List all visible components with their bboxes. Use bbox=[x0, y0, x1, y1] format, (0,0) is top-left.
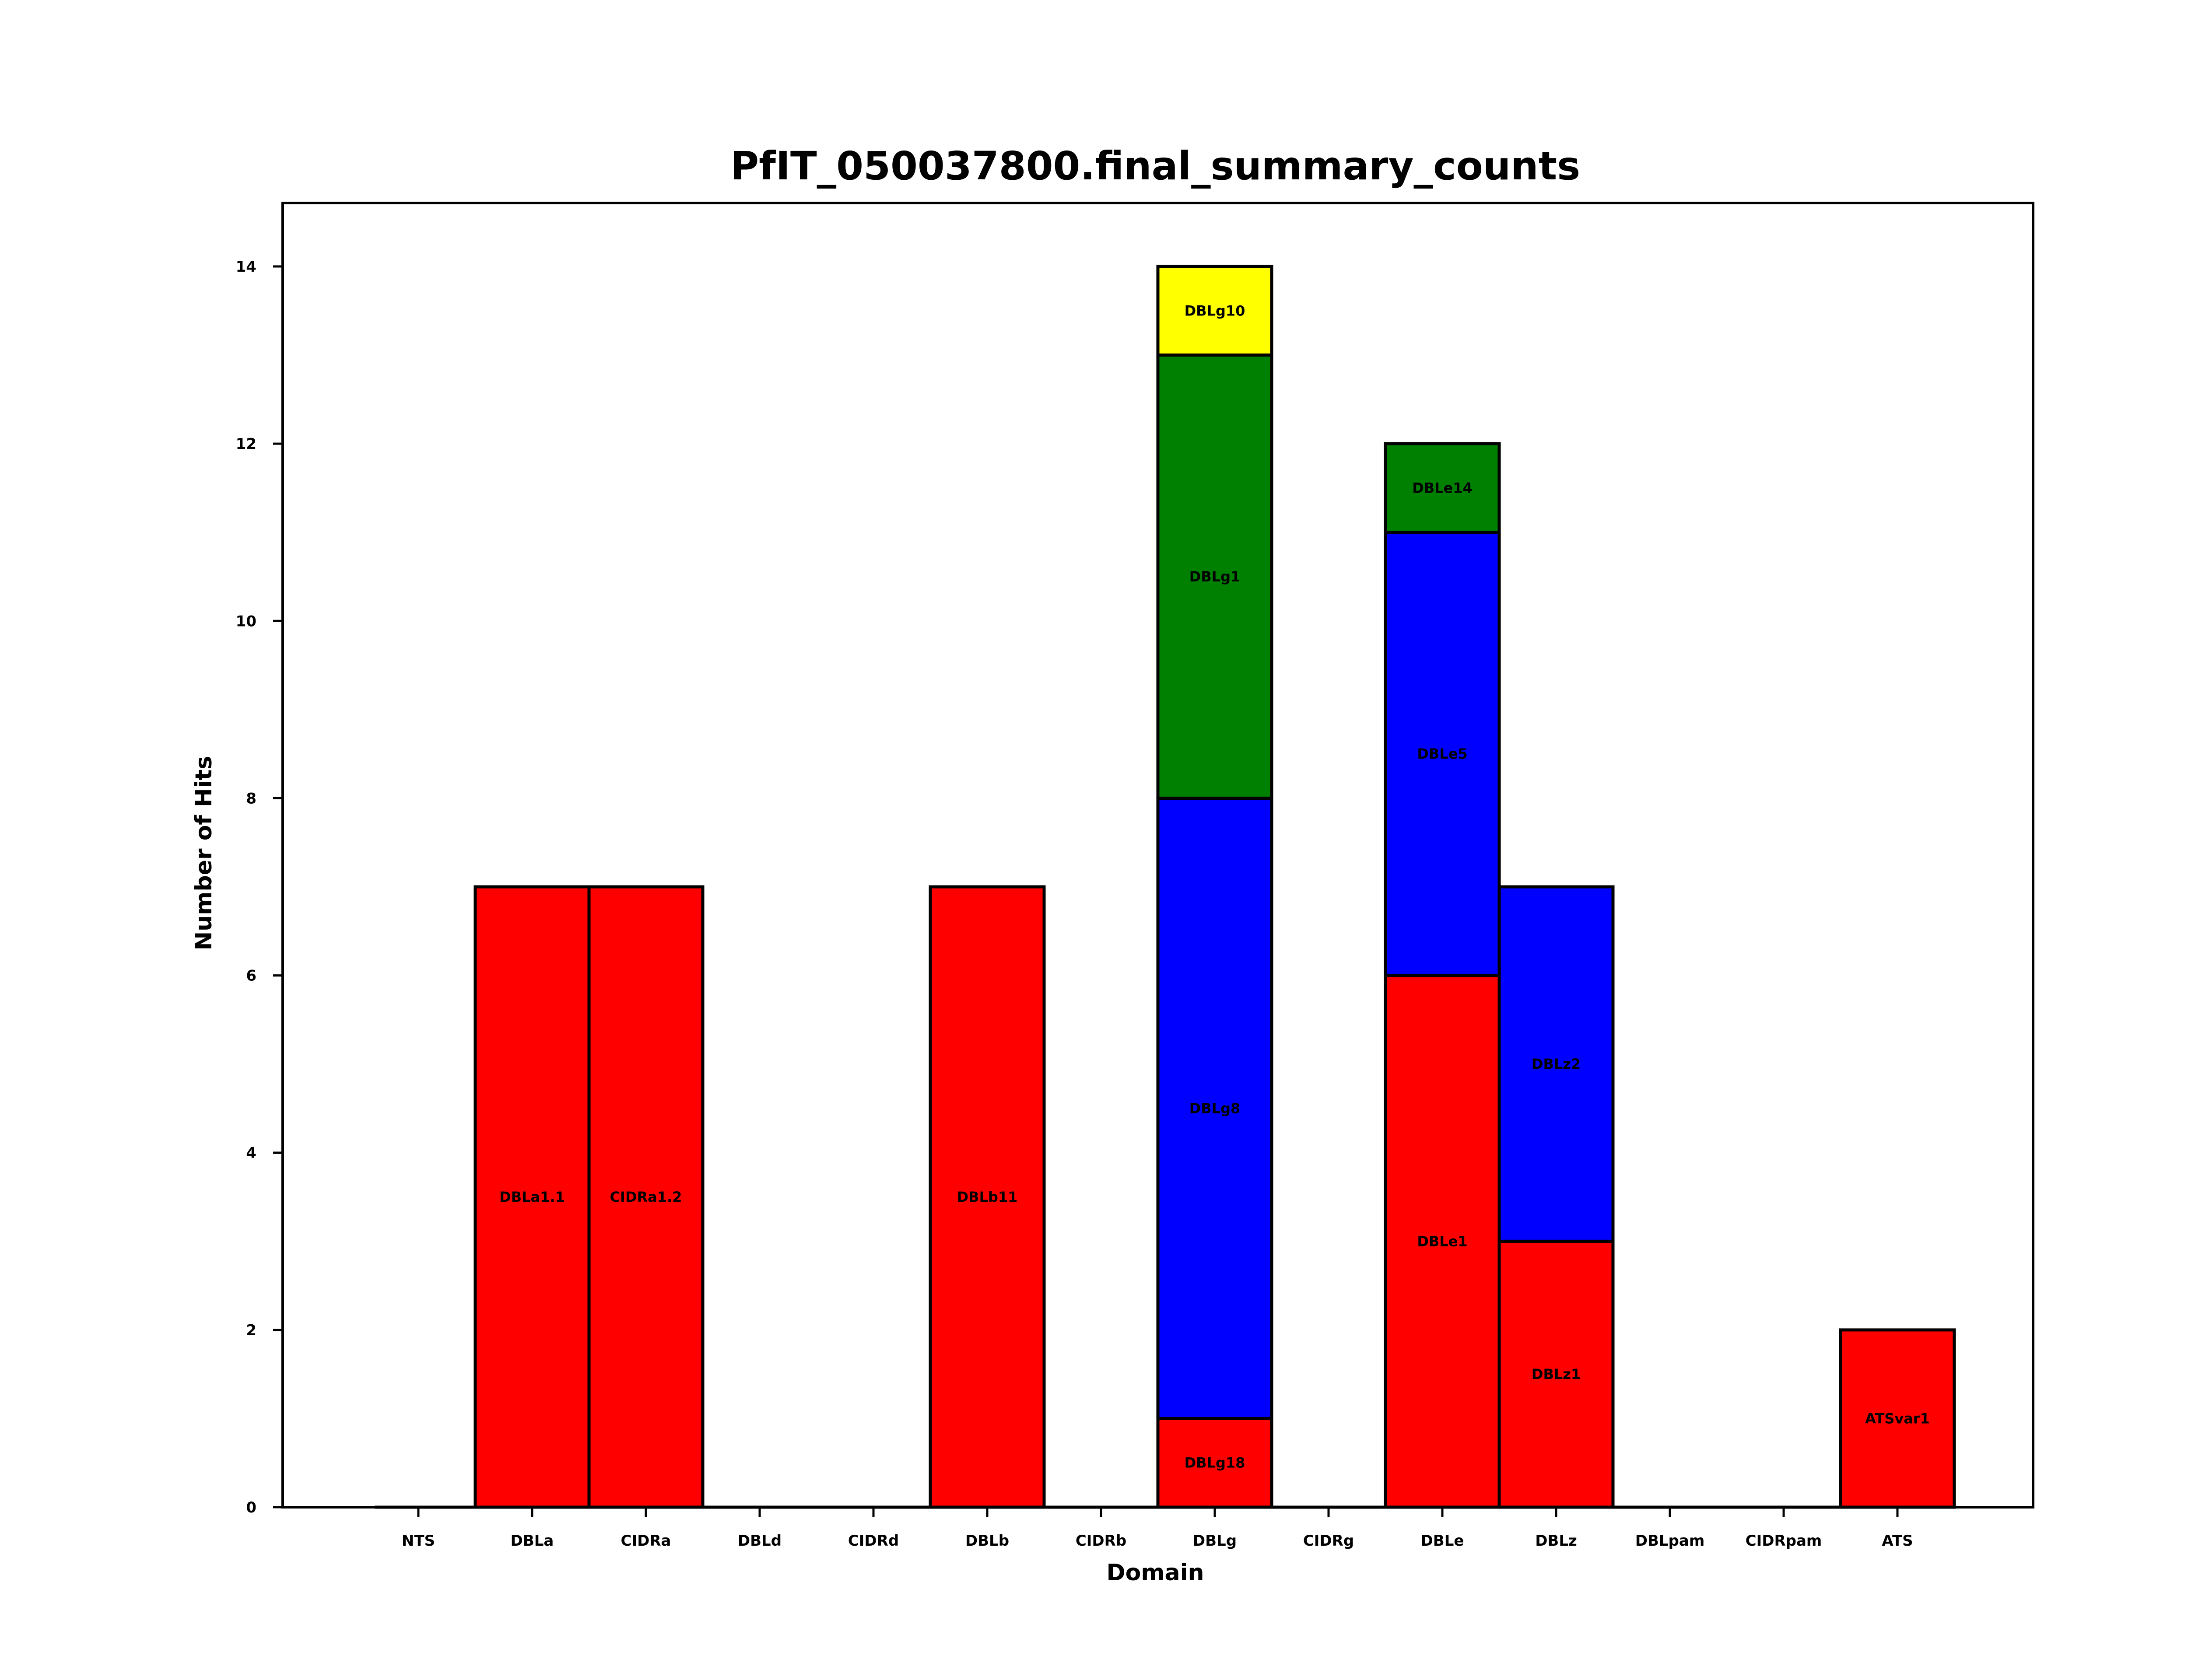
x-tick-label-dblz: DBLz bbox=[1535, 1532, 1577, 1550]
bar-label-dblz2: DBLz2 bbox=[1532, 1056, 1581, 1072]
bar-segment-dblg18 bbox=[1156, 1417, 1273, 1509]
bar-label-dblg10: DBLg10 bbox=[1185, 302, 1245, 319]
bar-segment-dblz2 bbox=[1497, 885, 1615, 1243]
y-axis-label: Number of Hits bbox=[191, 756, 217, 951]
x-tick-label-dblg: DBLg bbox=[1193, 1532, 1237, 1550]
bar-segment-dble1 bbox=[1384, 974, 1501, 1509]
bar-segment-dblg10 bbox=[1156, 265, 1273, 357]
y-tick-label-2: 2 bbox=[246, 1322, 256, 1339]
bar-label-dble14: DBLe14 bbox=[1412, 480, 1473, 496]
y-tick-label-0: 0 bbox=[246, 1499, 256, 1516]
bar-label-dblg18: DBLg18 bbox=[1185, 1455, 1245, 1471]
x-tick-label-dbla: DBLa bbox=[511, 1532, 554, 1550]
bar-label-atsvar1: ATSvar1 bbox=[1865, 1410, 1930, 1427]
y-tick-label-10: 10 bbox=[236, 612, 256, 630]
bar-label-dblb11: DBLb11 bbox=[957, 1189, 1018, 1205]
bar-segment-dble5 bbox=[1384, 531, 1501, 977]
y-axis: 0 2 4 6 8 10 12 14 bbox=[236, 258, 283, 1516]
bar-segment-dblz1 bbox=[1497, 1239, 1615, 1509]
bar-segment-dblg1 bbox=[1156, 354, 1273, 800]
x-axis: NTS DBLa CIDRa DBLd CIDRd DBLb CIDRb DBLg CIDRg D… bbox=[402, 1507, 1913, 1550]
bar-segment-dblb11 bbox=[929, 885, 1046, 1509]
x-tick-label-cidrg: CIDRg bbox=[1303, 1532, 1354, 1550]
bar-label-dble1: DBLe1 bbox=[1417, 1233, 1467, 1250]
bar-segment-dbla1-1 bbox=[473, 885, 591, 1509]
bar-label-dbla1-1: DBLa1.1 bbox=[499, 1189, 565, 1205]
x-tick-label-dble: DBLe bbox=[1421, 1532, 1464, 1550]
x-tick-label-nts: NTS bbox=[402, 1532, 435, 1550]
bar-label-cidra1-2: CIDRa1.2 bbox=[610, 1189, 682, 1205]
bar-segment-dble14 bbox=[1384, 442, 1501, 534]
chart-title: PfIT_050037800.final_summary_counts bbox=[730, 143, 1580, 189]
y-tick-label-14: 14 bbox=[236, 258, 256, 276]
x-axis-label: Domain bbox=[1106, 1560, 1204, 1586]
plot-frame bbox=[281, 202, 2034, 1508]
y-tick-label-12: 12 bbox=[236, 435, 256, 453]
x-tick-label-ats: ATS bbox=[1882, 1532, 1913, 1550]
bars-layer: DBLa1.1 CIDRa1.2 DBLb11 DBLg18 DBLg8 DBLg1 DBL… bbox=[473, 265, 1956, 1509]
bar-label-dblg8: DBLg8 bbox=[1189, 1100, 1241, 1116]
x-tick-label-dblb: DBLb bbox=[965, 1532, 1009, 1550]
bar-segment-dblg8 bbox=[1156, 796, 1273, 1420]
x-tick-label-dbld: DBLd bbox=[738, 1532, 782, 1550]
y-tick-label-4: 4 bbox=[246, 1144, 256, 1162]
x-tick-label-dblpam: DBLpam bbox=[1635, 1532, 1705, 1550]
x-tick-label-cidrd: CIDRd bbox=[848, 1532, 899, 1550]
x-tick-label-cidra: CIDRa bbox=[621, 1532, 671, 1550]
bar-segment-cidra1-2 bbox=[587, 885, 705, 1509]
y-tick-label-6: 6 bbox=[246, 967, 256, 985]
x-tick-label-cidrb: CIDRb bbox=[1076, 1532, 1126, 1550]
bar-label-dblg1: DBLg1 bbox=[1189, 568, 1241, 585]
bar-label-dblz1: DBLz1 bbox=[1532, 1366, 1581, 1382]
y-tick-label-8: 8 bbox=[246, 790, 256, 807]
x-tick-label-cidrpam: CIDRpam bbox=[1746, 1532, 1822, 1550]
bar-label-dble5: DBLe5 bbox=[1417, 746, 1467, 762]
